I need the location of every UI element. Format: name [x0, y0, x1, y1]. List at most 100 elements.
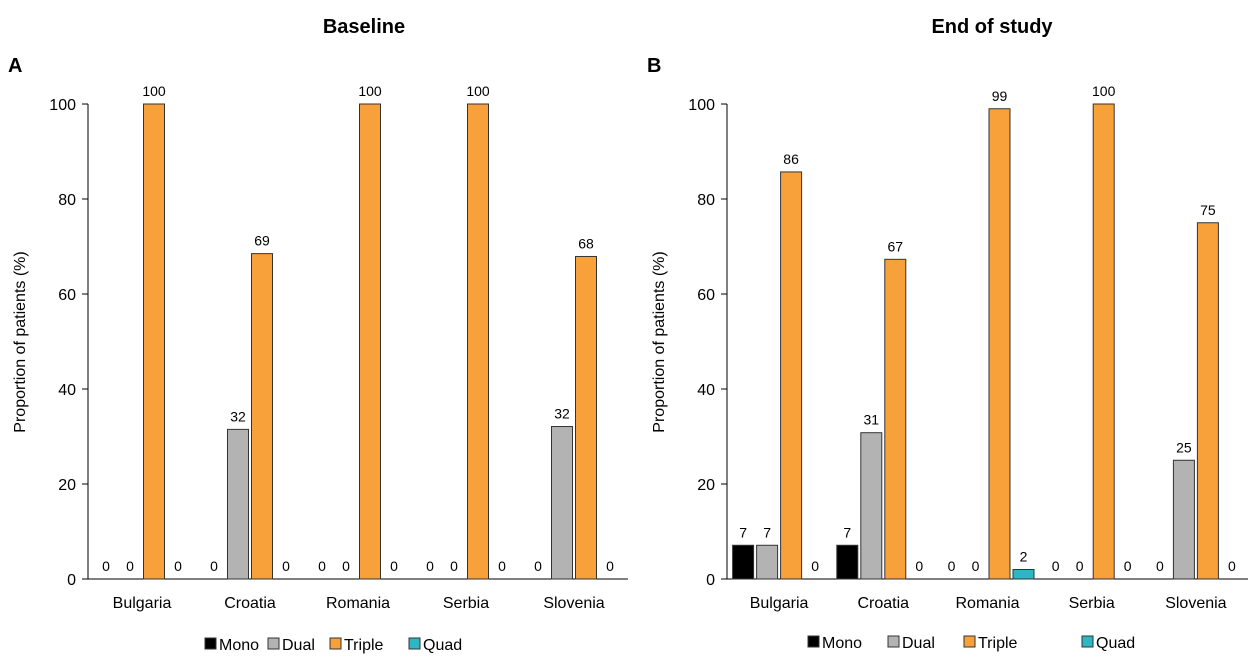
legend-swatch-a-quad	[408, 637, 421, 650]
legend-label-b-mono: Mono	[822, 635, 862, 652]
data-label-a-slovenia-dual: 32	[554, 406, 570, 422]
data-label-b-romania-mono: 0	[948, 558, 956, 574]
x-tick-label-a-bulgaria: Bulgaria	[113, 595, 172, 612]
legend-swatch-b-triple	[963, 635, 976, 648]
bar-b-bulgaria-mono	[732, 544, 755, 580]
legend-label-b-dual: Dual	[902, 635, 935, 652]
x-tick-label-a-romania: Romania	[326, 595, 390, 612]
data-label-a-serbia-mono: 0	[426, 558, 434, 574]
panel-b: B End of study Proportion of patients (%…	[647, 16, 1248, 652]
data-label-b-serbia-quad: 0	[1124, 558, 1132, 574]
y-tick-label-a-20: 20	[58, 477, 76, 494]
x-tick-label-a-slovenia: Slovenia	[543, 595, 604, 612]
bar-b-bulgaria-triple	[780, 171, 803, 580]
bar-a-slovenia-dual	[551, 426, 573, 580]
chart-title-end-of-study: End of study	[931, 16, 1053, 38]
x-tick-label-b-croatia: Croatia	[858, 595, 910, 612]
data-label-b-serbia-triple: 100	[1092, 83, 1116, 99]
y-axis-label-a: Proportion of patients (%)	[12, 251, 29, 432]
y-tick-label-a-80: 80	[58, 192, 76, 209]
data-label-b-romania-dual: 0	[972, 558, 980, 574]
bar-b-croatia-mono	[836, 544, 859, 580]
data-label-a-bulgaria-mono: 0	[102, 558, 110, 574]
data-label-b-slovenia-quad: 0	[1228, 558, 1236, 574]
data-label-a-romania-triple: 100	[358, 83, 382, 99]
bar-a-romania-triple	[359, 103, 381, 580]
legend-label-a-dual: Dual	[282, 637, 315, 654]
data-label-b-bulgaria-triple: 86	[783, 151, 799, 167]
y-tick-label-a-100: 100	[49, 97, 76, 114]
x-tick-label-a-croatia: Croatia	[224, 595, 276, 612]
data-label-a-croatia-dual: 32	[230, 408, 246, 424]
legend-swatch-b-dual	[887, 635, 900, 648]
data-label-b-romania-triple: 99	[992, 88, 1008, 104]
panel-a: A Baseline Proportion of patients (%) 0 2…	[8, 16, 628, 654]
y-tick-label-a-60: 60	[58, 287, 76, 304]
y-axis-label-b: Proportion of patients (%)	[651, 251, 668, 432]
data-label-b-bulgaria-mono: 7	[739, 524, 747, 540]
bar-a-croatia-dual	[227, 428, 249, 580]
data-label-a-slovenia-quad: 0	[606, 558, 614, 574]
data-label-b-serbia-mono: 0	[1052, 558, 1060, 574]
y-tick-label-a-0: 0	[67, 572, 76, 589]
data-label-a-bulgaria-quad: 0	[174, 558, 182, 574]
legend-label-a-quad: Quad	[423, 637, 462, 654]
data-label-b-croatia-dual: 31	[864, 412, 880, 428]
legend-label-b-triple: Triple	[978, 635, 1018, 652]
bar-b-serbia-triple	[1092, 103, 1115, 580]
x-tick-label-b-bulgaria: Bulgaria	[750, 595, 809, 612]
data-label-a-bulgaria-triple: 100	[142, 83, 166, 99]
x-tick-label-a-serbia: Serbia	[443, 595, 489, 612]
legend-swatch-b-quad	[1081, 635, 1094, 648]
data-label-a-serbia-dual: 0	[450, 558, 458, 574]
data-label-a-bulgaria-dual: 0	[126, 558, 134, 574]
panel-letter-a: A	[8, 55, 22, 77]
data-label-a-slovenia-mono: 0	[534, 558, 542, 574]
legend-label-a-triple: Triple	[344, 637, 384, 654]
data-label-a-croatia-triple: 69	[254, 233, 270, 249]
data-label-a-serbia-triple: 100	[466, 83, 490, 99]
data-label-b-romania-quad: 2	[1020, 549, 1028, 565]
y-tick-label-b-40: 40	[697, 382, 715, 399]
legend-swatch-a-mono	[204, 637, 217, 650]
legend-label-b-quad: Quad	[1096, 635, 1135, 652]
y-tick-label-b-100: 100	[688, 97, 715, 114]
y-tick-label-b-60: 60	[697, 287, 715, 304]
legend-swatch-b-mono	[807, 635, 820, 648]
chart-title-baseline: Baseline	[323, 16, 405, 38]
x-tick-label-b-serbia: Serbia	[1069, 595, 1115, 612]
data-label-a-romania-quad: 0	[390, 558, 398, 574]
bar-b-romania-quad	[1012, 569, 1035, 580]
x-tick-label-b-slovenia: Slovenia	[1165, 595, 1226, 612]
x-tick-label-b-romania: Romania	[955, 595, 1019, 612]
data-label-b-bulgaria-dual: 7	[763, 524, 771, 540]
y-tick-label-b-20: 20	[697, 477, 715, 494]
data-label-a-romania-mono: 0	[318, 558, 326, 574]
data-label-a-romania-dual: 0	[342, 558, 350, 574]
bar-a-slovenia-triple	[575, 255, 597, 580]
legend-swatch-a-dual	[267, 637, 280, 650]
data-label-b-slovenia-mono: 0	[1156, 558, 1164, 574]
data-label-b-slovenia-dual: 25	[1176, 439, 1192, 455]
y-tick-label-a-40: 40	[58, 382, 76, 399]
bar-a-serbia-triple	[467, 103, 489, 580]
y-tick-label-b-80: 80	[697, 192, 715, 209]
data-label-b-croatia-mono: 7	[843, 524, 851, 540]
bar-a-bulgaria-triple	[143, 103, 165, 580]
data-label-a-croatia-mono: 0	[210, 558, 218, 574]
data-label-b-serbia-dual: 0	[1076, 558, 1084, 574]
data-label-b-croatia-triple: 67	[888, 238, 904, 254]
bar-b-bulgaria-dual	[756, 544, 779, 580]
data-label-b-croatia-quad: 0	[915, 558, 923, 574]
panel-letter-b: B	[647, 55, 661, 77]
bar-b-croatia-dual	[860, 432, 883, 580]
data-label-b-slovenia-triple: 75	[1200, 202, 1216, 218]
data-label-a-croatia-quad: 0	[282, 558, 290, 574]
legend-label-a-mono: Mono	[219, 637, 259, 654]
data-label-a-slovenia-triple: 68	[578, 235, 594, 251]
data-label-b-bulgaria-quad: 0	[811, 558, 819, 574]
bar-b-slovenia-triple	[1196, 222, 1219, 580]
legend-swatch-a-triple	[329, 637, 342, 650]
bar-b-romania-triple	[988, 108, 1011, 580]
bar-b-slovenia-dual	[1172, 459, 1195, 580]
